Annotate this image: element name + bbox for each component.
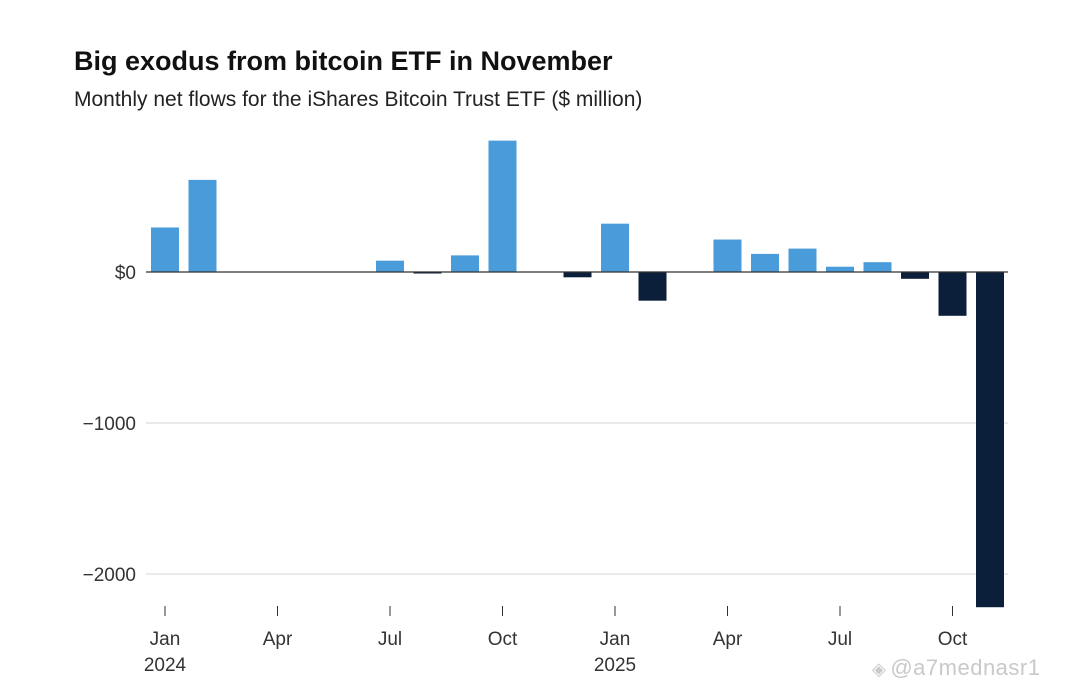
watermark: ◈ @a7mednasr1 bbox=[872, 655, 1040, 681]
bar-oct-2025 bbox=[938, 272, 967, 316]
bar-apr-2025 bbox=[713, 239, 742, 272]
grid-layer bbox=[146, 422, 1008, 575]
bar-dec-2024 bbox=[563, 272, 592, 278]
bar-jun-2025 bbox=[788, 248, 817, 272]
chart-subtitle: Monthly net flows for the iShares Bitcoi… bbox=[74, 88, 643, 111]
x-tick-year-label: 2024 bbox=[144, 655, 187, 676]
bar-oct-2024 bbox=[488, 140, 517, 272]
bar-feb-2024 bbox=[188, 179, 217, 272]
bar-aug-2024 bbox=[413, 272, 442, 274]
x-tick-label: Jan bbox=[600, 629, 631, 650]
watermark-logo-icon: ◈ bbox=[872, 659, 887, 679]
bar-may-2025 bbox=[751, 253, 779, 272]
x-tick-label: Apr bbox=[263, 629, 293, 650]
x-tick-year-label: 2025 bbox=[594, 655, 636, 676]
watermark-text: @a7mednasr1 bbox=[890, 655, 1041, 680]
bar-jul-2025 bbox=[826, 266, 854, 272]
x-tick-label: Oct bbox=[938, 629, 968, 650]
bar-aug-2025 bbox=[863, 262, 892, 272]
y-tick-label: −1000 bbox=[83, 414, 136, 435]
y-tick-label: $0 bbox=[115, 263, 136, 284]
bar-nov-2025 bbox=[976, 272, 1004, 608]
x-tick-label: Oct bbox=[488, 629, 518, 650]
chart-title: Big exodus from bitcoin ETF in November bbox=[74, 46, 613, 76]
bar-jan-2024 bbox=[151, 227, 179, 272]
x-tick-label: Jan bbox=[150, 629, 181, 650]
bar-sep-2025 bbox=[901, 272, 929, 279]
bar-layer bbox=[151, 140, 1004, 608]
bar-jan-2025 bbox=[601, 223, 629, 272]
y-tick-label: −2000 bbox=[83, 565, 136, 586]
bar-jul-2024 bbox=[376, 260, 404, 272]
x-tick-label: Jul bbox=[378, 629, 402, 650]
x-tick-label: Jul bbox=[828, 629, 852, 650]
x-tick-label: Apr bbox=[713, 629, 743, 650]
axis-layer: $0 −1000 −2000 Jan 2024 Apr Jul Oct Jan 2025 Apr Ju… bbox=[83, 263, 1008, 676]
bar-feb-2025 bbox=[638, 272, 667, 301]
bar-sep-2024 bbox=[451, 255, 479, 272]
